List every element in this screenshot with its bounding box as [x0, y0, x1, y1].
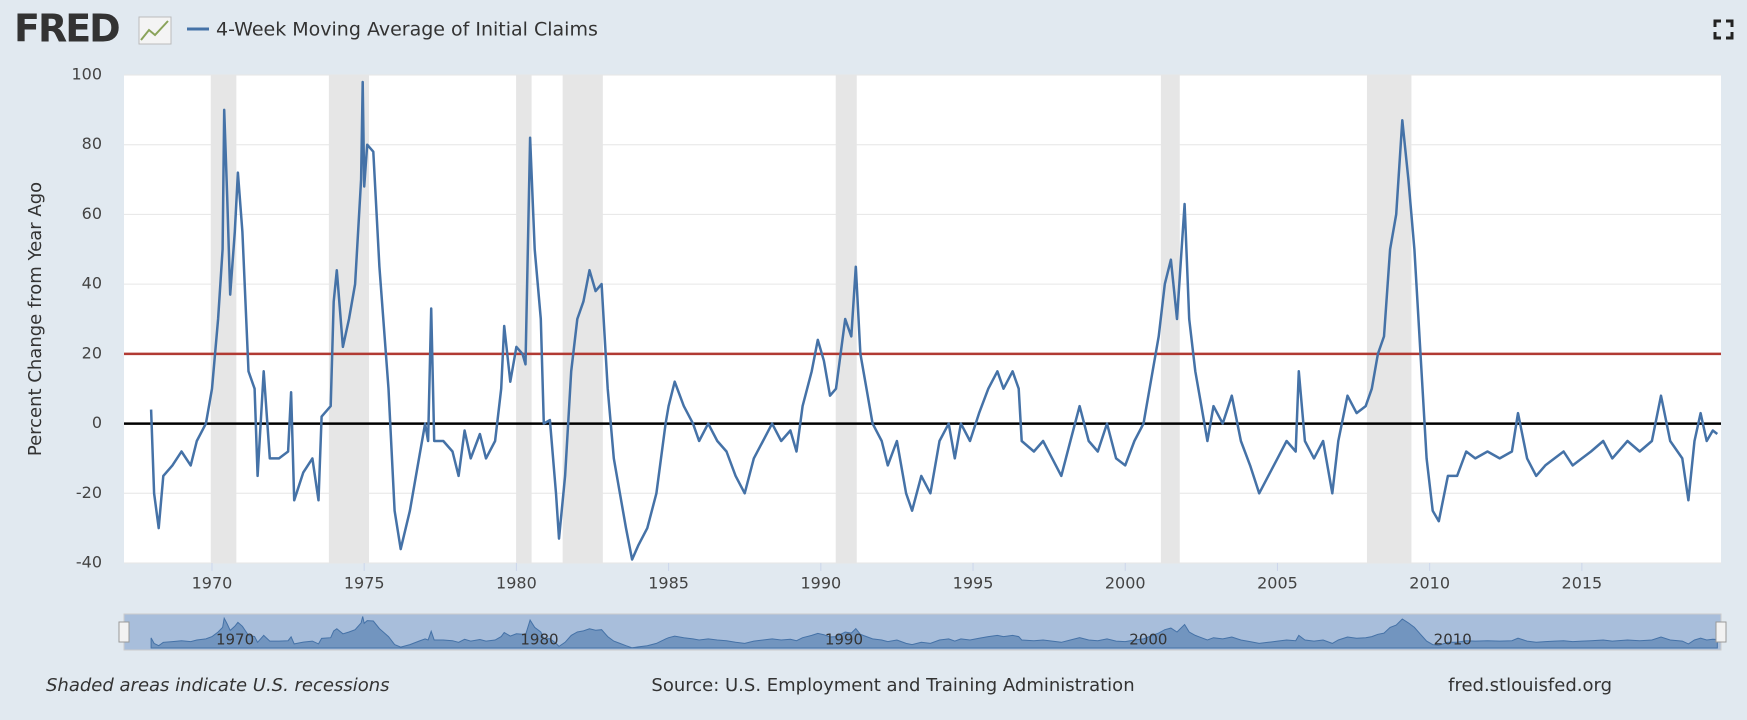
- y-tick-label: 0: [92, 413, 102, 432]
- x-tick-label: 2005: [1257, 574, 1298, 593]
- x-tick-label: 1985: [648, 574, 689, 593]
- navigator-handle[interactable]: [118, 621, 130, 643]
- recession-band: [1366, 75, 1412, 563]
- y-tick-label: 100: [71, 65, 102, 84]
- x-tick-label: 2015: [1562, 574, 1603, 593]
- x-tick-label: 1970: [192, 574, 233, 593]
- x-tick-label: 2000: [1105, 574, 1146, 593]
- logo-icon: [138, 16, 172, 45]
- navigator-tick-label: 1970: [216, 631, 254, 649]
- plot-area: [124, 75, 1721, 563]
- y-tick-label: 60: [82, 204, 102, 223]
- x-tick-label: 2010: [1409, 574, 1450, 593]
- y-tick-label: 20: [82, 343, 102, 362]
- recession-band: [562, 75, 603, 563]
- navigator-tick-label: 1980: [520, 631, 558, 649]
- y-axis-label: Percent Change from Year Ago: [25, 182, 46, 456]
- x-tick-label: 1995: [953, 574, 994, 593]
- navigator-tick-label: 2010: [1434, 631, 1472, 649]
- recession-note: Shaded areas indicate U.S. recessions: [46, 675, 390, 696]
- navigator-tick-label: 1990: [825, 631, 863, 649]
- y-tick-label: 40: [82, 274, 102, 293]
- site[interactable]: fred.stlouisfed.org: [1448, 675, 1612, 696]
- plot: [124, 74, 1721, 564]
- x-tick-label: 1975: [344, 574, 385, 593]
- navigator-handle[interactable]: [1715, 621, 1727, 643]
- fullscreen-icon[interactable]: [1713, 19, 1734, 40]
- y-tick-label: -40: [76, 553, 102, 572]
- x-tick-label: 1980: [496, 574, 537, 593]
- y-tick-label: 80: [82, 134, 102, 153]
- y-tick-label: -20: [76, 483, 102, 502]
- legend-label[interactable]: 4-Week Moving Average of Initial Claims: [216, 19, 598, 41]
- recession-band: [1160, 75, 1180, 563]
- navigator-tick-label: 2000: [1129, 631, 1167, 649]
- navigator-area: [150, 616, 1718, 649]
- x-tick-label: 1990: [800, 574, 841, 593]
- series-line: [149, 80, 1719, 561]
- source: Source: U.S. Employment and Training Adm…: [651, 675, 1134, 696]
- logo: FRED: [14, 7, 119, 51]
